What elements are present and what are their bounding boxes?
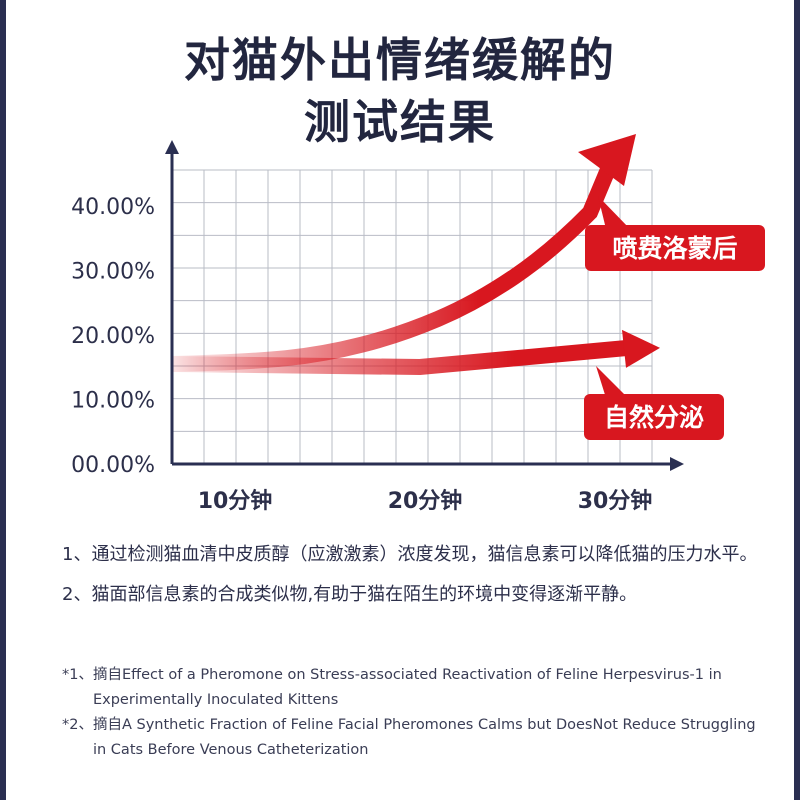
series-label-rising-text: 喷费洛蒙后 — [612, 234, 737, 263]
reference-number: *1、 — [62, 667, 93, 683]
chart-series — [171, 134, 660, 376]
y-tick-label: 10.00% — [71, 389, 155, 414]
reference-item: *2、 摘自A Synthetic Fraction of Feline Fac… — [62, 713, 762, 763]
note-number: 1、 — [62, 544, 92, 565]
reference-item: *1、 摘自Effect of a Pheromone on Stress-as… — [62, 663, 762, 713]
series-label-flat-tail — [596, 366, 628, 398]
page-title: 对猫外出情绪缓解的 — [184, 33, 616, 87]
series-label-flat-text: 自然分泌 — [604, 403, 704, 432]
arrowhead-rising — [578, 134, 636, 186]
y-axis-arrow — [165, 140, 179, 154]
arrowhead-flat — [622, 329, 660, 368]
x-tick-label: 10分钟 — [198, 488, 273, 514]
chart-axes — [165, 140, 684, 471]
note-item: 1、 通过检测猫血清中皮质醇（应激激素）浓度发现，猫信息素可以降低猫的压力水平。 — [62, 540, 762, 570]
note-number: 2、 — [62, 584, 92, 605]
y-tick-label: 40.00% — [71, 195, 155, 220]
references: *1、 摘自Effect of a Pheromone on Stress-as… — [62, 663, 762, 763]
series-label-flat: 自然分泌 — [584, 366, 724, 440]
reference-text: 摘自Effect of a Pheromone on Stress-associ… — [92, 667, 722, 708]
x-tick-label: 30分钟 — [578, 488, 653, 514]
page-subtitle: 测试结果 — [304, 95, 496, 149]
y-tick-label: 00.00% — [71, 453, 155, 478]
y-tick-label: 20.00% — [71, 324, 155, 349]
series-label-rising-tail — [598, 196, 630, 229]
note-text: 猫面部信息素的合成类似物,有助于猫在陌生的环境中变得逐渐平静。 — [91, 584, 638, 605]
series-label-rising: 喷费洛蒙后 — [585, 196, 765, 271]
reference-number: *2、 — [62, 717, 93, 733]
series-label-flat-box — [584, 394, 724, 440]
reference-text: 摘自A Synthetic Fraction of Feline Facial … — [92, 717, 756, 758]
series-label-rising-box — [585, 225, 765, 271]
notes: 1、 通过检测猫血清中皮质醇（应激激素）浓度发现，猫信息素可以降低猫的压力水平。… — [62, 540, 762, 610]
y-tick-label: 30.00% — [71, 260, 155, 285]
series-line-flat — [171, 339, 629, 376]
note-text: 通过检测猫血清中皮质醇（应激激素）浓度发现，猫信息素可以降低猫的压力水平。 — [91, 544, 758, 565]
note-item: 2、 猫面部信息素的合成类似物,有助于猫在陌生的环境中变得逐渐平静。 — [62, 580, 762, 610]
x-axis-arrow — [670, 457, 684, 471]
x-tick-label: 20分钟 — [388, 488, 463, 514]
